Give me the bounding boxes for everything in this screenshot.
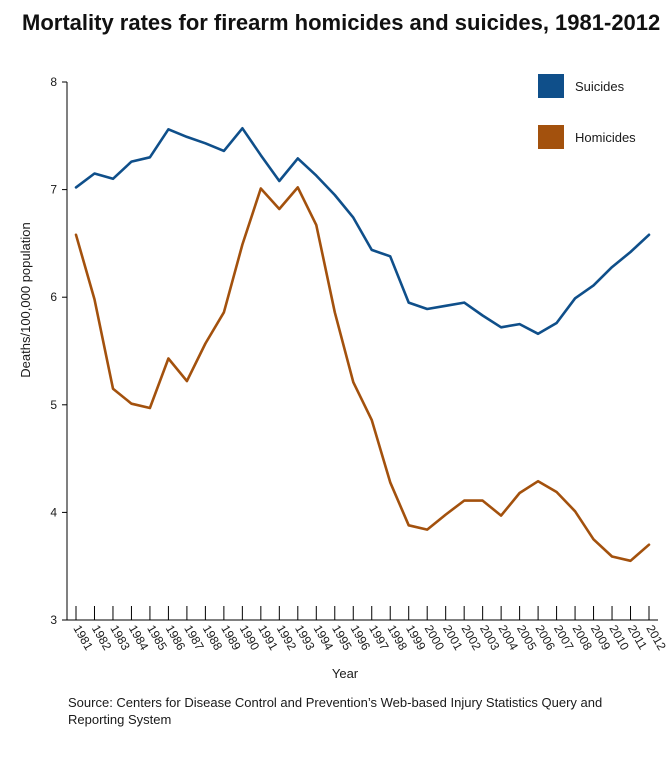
x-tick-label: 2012 [643,623,669,653]
y-tick-label: 8 [50,75,57,89]
legend-swatch-homicides [538,125,564,149]
series-line-suicides [74,127,651,336]
legend-label-suicides: Suicides [575,79,625,94]
y-tick-label: 7 [50,183,57,197]
y-tick-label: 5 [50,398,57,412]
legend-label-homicides: Homicides [575,130,636,145]
legend: Suicides Homicides [538,74,636,149]
y-tick-label: 4 [50,505,57,519]
chart-title: Mortality rates for firearm homicides an… [22,10,661,35]
y-tick-label: 3 [50,613,57,627]
series-line-homicides [74,186,651,563]
y-axis-label: Deaths/100,000 population [18,222,33,377]
legend-swatch-suicides [538,74,564,98]
line-chart: 3456781981198219831984198519861987198819… [18,74,669,681]
y-tick-label: 6 [50,290,57,304]
source-note: Source: Centers for Disease Control and … [68,695,603,727]
x-axis-label: Year [332,666,359,681]
axes: 3456781981198219831984198519861987198819… [50,75,669,653]
series-layer [74,127,651,563]
